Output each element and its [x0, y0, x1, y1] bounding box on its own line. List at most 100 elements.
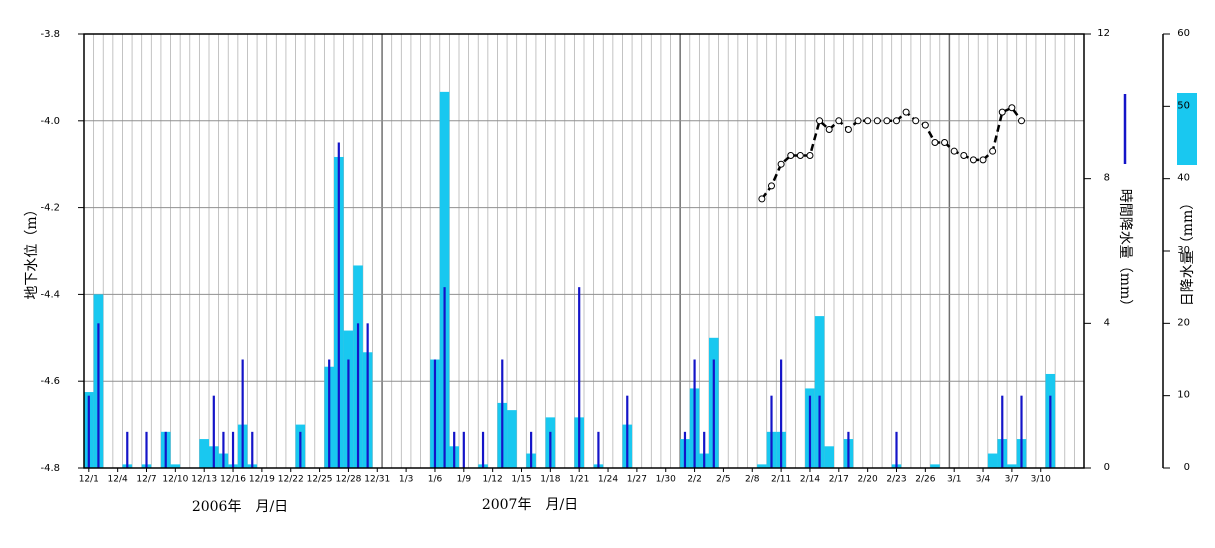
groundwater-point [902, 108, 910, 116]
y3-tick-label: 30 [1177, 245, 1190, 256]
hourly-bar [347, 359, 350, 468]
hourly-bar [530, 431, 533, 468]
hourly-bar [501, 359, 504, 468]
hourly-bar [683, 431, 687, 468]
x-tick-label: 1/24 [598, 475, 618, 485]
x-tick-label: 3/10 [1031, 475, 1051, 485]
x-tick-label: 2/11 [771, 475, 791, 485]
y2-axis-title: 時間降水量（mm） [1117, 189, 1133, 314]
groundwater-point [806, 152, 814, 160]
groundwater-point [777, 160, 785, 168]
x-tick-label: 12/25 [307, 475, 333, 485]
x-tick-label: 12/4 [108, 475, 128, 485]
x-tick-label: 1/12 [483, 475, 503, 485]
y3-tick-label: 0 [1184, 462, 1190, 473]
hourly-bar [164, 431, 167, 468]
hourly-bar [222, 431, 225, 468]
hourly-bar [87, 395, 90, 468]
hourly-bar [126, 431, 129, 468]
y-tick-label: -4.4 [40, 289, 60, 300]
hourly-bar [366, 323, 369, 468]
hourly-bar [818, 395, 821, 468]
groundwater-point [873, 117, 881, 125]
x-tick-label: 12/22 [278, 475, 304, 485]
x-tick-label: 1/27 [627, 475, 647, 485]
hourly-bar [770, 395, 773, 468]
x-tick-label: 1/3 [399, 475, 413, 485]
daily-bar [987, 453, 998, 468]
groundwater-point [921, 121, 929, 129]
groundwater-point [844, 125, 852, 133]
x-tick-label: 2/20 [858, 475, 878, 485]
y3-tick-label: 60 [1177, 28, 1190, 39]
x-tick-label: 2/8 [745, 475, 760, 485]
hourly-bar [328, 359, 331, 468]
x-tick-label: 1/30 [656, 475, 676, 485]
y2-tick-label: 8 [1104, 173, 1110, 184]
hourly-bar [231, 431, 235, 468]
x-tick-label: 12/31 [364, 475, 390, 485]
x-tick-label: 1/6 [428, 475, 443, 485]
hourly-bar [808, 395, 812, 468]
hourly-bar [97, 323, 100, 468]
y-tick-label: -4.8 [40, 463, 60, 474]
groundwater-point [835, 117, 843, 125]
groundwater-point [787, 152, 795, 160]
y-axis-title: 地下水位（m） [24, 202, 40, 299]
hourly-bar [549, 431, 552, 468]
hourly-bar [1001, 395, 1004, 468]
daily-bar [439, 91, 450, 468]
hourly-bar [337, 142, 340, 468]
groundwater-point [969, 156, 977, 164]
y3-tick-label: 10 [1177, 390, 1190, 401]
x-tick-label: 12/1 [79, 475, 99, 485]
daily-bar [1007, 464, 1017, 468]
marks [84, 91, 1056, 468]
x-tick-label: 2/26 [915, 475, 935, 485]
daily-bar [757, 464, 767, 468]
hourly-bar [847, 431, 850, 468]
daily-bar [507, 410, 517, 468]
y-tick-label: -4.2 [40, 203, 60, 214]
hourly-bar [462, 431, 465, 468]
x-tick-label: 3/4 [976, 475, 991, 485]
hourly-bar [578, 287, 581, 468]
hourly-bar [703, 431, 706, 468]
hourly-bar [145, 431, 148, 468]
x-tick-label: 12/16 [220, 475, 246, 485]
x-tick-label: 12/13 [191, 475, 217, 485]
groundwater-point [1018, 117, 1025, 125]
x-tick-label: 2/23 [886, 475, 906, 485]
hourly-bar [1049, 395, 1052, 468]
groundwater-point [796, 152, 804, 160]
daily-bar [930, 464, 940, 468]
daily-bar [814, 316, 825, 468]
groundwater-point [758, 195, 766, 203]
groundwater-point [941, 139, 949, 146]
hourly-bar [356, 323, 360, 468]
y2-tick-label: 0 [1104, 462, 1110, 473]
groundwater-point [912, 117, 920, 125]
hourly-bar [241, 359, 244, 468]
y3-tick-label: 20 [1177, 317, 1190, 328]
groundwater-point [950, 147, 958, 155]
groundwater-point [883, 117, 891, 125]
x-tick-label: 12/28 [335, 475, 361, 485]
y3-tick-label: 40 [1177, 173, 1190, 184]
daily-bar [170, 464, 181, 468]
hourly-bar [693, 359, 696, 468]
x-tick-label: 12/10 [162, 475, 188, 485]
hourly-bar [597, 431, 600, 468]
x-tick-label: 1/9 [457, 475, 472, 485]
x-tick-label: 3/1 [947, 475, 961, 485]
x-axis-title: 2007年 月/日 [482, 497, 578, 513]
y3-tick-label: 50 [1177, 100, 1190, 111]
x-axis-title: 2006年 月/日 [192, 499, 288, 515]
groundwater-point [854, 117, 862, 125]
hourly-bar [895, 431, 898, 468]
y-tick-label: -4.6 [40, 376, 60, 387]
plot-frame [83, 33, 1085, 469]
daily-bar [824, 446, 834, 468]
groundwater-line [760, 106, 1023, 200]
